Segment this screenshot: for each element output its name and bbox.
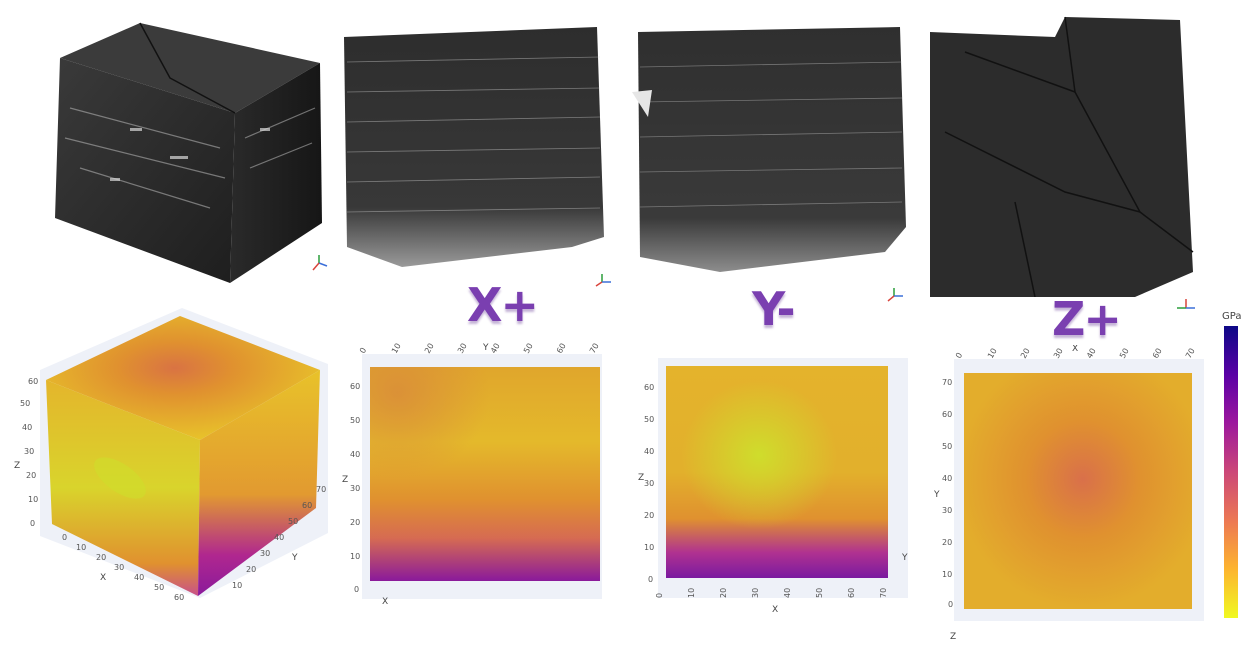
svg-text:10: 10 xyxy=(986,347,999,360)
yminus-modulus-map: 0 10 20 30 40 50 60 70 0 10 20 30 40 50 … xyxy=(636,350,911,620)
svg-text:50: 50 xyxy=(20,399,30,408)
svg-text:30: 30 xyxy=(260,549,270,558)
svg-text:X: X xyxy=(100,573,106,583)
svg-text:X: X xyxy=(772,605,778,615)
svg-text:70: 70 xyxy=(1184,347,1197,360)
svg-text:X: X xyxy=(1072,345,1078,354)
svg-text:50: 50 xyxy=(644,415,654,424)
axis-triad-icon xyxy=(884,286,904,306)
svg-text:60: 60 xyxy=(1151,347,1164,360)
svg-text:30: 30 xyxy=(456,342,469,355)
svg-text:0: 0 xyxy=(954,351,964,360)
svg-text:40: 40 xyxy=(134,573,144,582)
svg-text:20: 20 xyxy=(1019,347,1032,360)
svg-text:60: 60 xyxy=(942,410,952,419)
svg-text:50: 50 xyxy=(154,583,164,592)
svg-text:40: 40 xyxy=(783,588,792,598)
svg-text:0: 0 xyxy=(354,585,359,594)
svg-text:40: 40 xyxy=(644,447,654,456)
svg-text:30: 30 xyxy=(1052,347,1065,360)
svg-text:40: 40 xyxy=(350,450,360,459)
svg-text:10: 10 xyxy=(942,570,952,579)
svg-text:60: 60 xyxy=(174,593,184,602)
face-label-xplus: X+ xyxy=(467,278,539,332)
svg-text:Y: Y xyxy=(291,553,298,563)
svg-text:30: 30 xyxy=(751,588,760,598)
svg-text:60: 60 xyxy=(28,377,38,386)
svg-text:0: 0 xyxy=(648,575,653,584)
svg-text:Y: Y xyxy=(482,343,489,353)
svg-text:40: 40 xyxy=(489,342,502,355)
face-label-zplus: Z+ xyxy=(1052,292,1122,346)
svg-text:10: 10 xyxy=(76,543,86,552)
svg-text:Z: Z xyxy=(638,473,644,483)
svg-text:60: 60 xyxy=(555,342,568,355)
axis-triad-icon xyxy=(1176,298,1196,318)
axis-triad-icon xyxy=(592,272,612,292)
svg-text:30: 30 xyxy=(114,563,124,572)
rock-zplus-face xyxy=(925,12,1200,297)
svg-text:60: 60 xyxy=(847,588,856,598)
svg-text:0: 0 xyxy=(358,346,368,355)
axis-triad-icon xyxy=(310,254,328,272)
svg-text:30: 30 xyxy=(24,447,34,456)
svg-text:10: 10 xyxy=(232,581,242,590)
xplus-modulus-map: 0 10 20 30 40 50 60 70 0 10 20 30 40 50 … xyxy=(340,342,610,617)
rock-3d-render xyxy=(50,18,330,288)
svg-text:50: 50 xyxy=(288,517,298,526)
svg-text:50: 50 xyxy=(942,442,952,451)
svg-text:0: 0 xyxy=(948,600,953,609)
svg-text:40: 40 xyxy=(942,474,952,483)
svg-text:70: 70 xyxy=(942,378,952,387)
svg-text:40: 40 xyxy=(1085,347,1098,360)
colorbar-unit: GPa xyxy=(1222,311,1242,322)
svg-text:50: 50 xyxy=(350,416,360,425)
svg-text:70: 70 xyxy=(316,485,326,494)
svg-text:20: 20 xyxy=(942,538,952,547)
svg-text:20: 20 xyxy=(644,511,654,520)
svg-text:30: 30 xyxy=(942,506,952,515)
svg-text:Z: Z xyxy=(14,461,20,471)
svg-text:70: 70 xyxy=(588,342,601,355)
svg-text:X: X xyxy=(382,597,388,607)
svg-text:30: 30 xyxy=(644,479,654,488)
svg-text:10: 10 xyxy=(644,543,654,552)
svg-text:50: 50 xyxy=(815,588,824,598)
svg-text:60: 60 xyxy=(644,383,654,392)
svg-text:20: 20 xyxy=(96,553,106,562)
svg-text:20: 20 xyxy=(26,471,36,480)
svg-text:60: 60 xyxy=(302,501,312,510)
svg-text:20: 20 xyxy=(719,588,728,598)
svg-text:20: 20 xyxy=(246,565,256,574)
svg-text:10: 10 xyxy=(390,342,403,355)
svg-text:40: 40 xyxy=(274,533,284,542)
colorbar xyxy=(1224,326,1238,618)
svg-text:0: 0 xyxy=(30,519,35,528)
svg-text:10: 10 xyxy=(350,552,360,561)
svg-text:50: 50 xyxy=(522,342,535,355)
svg-text:Y: Y xyxy=(901,553,908,563)
iso-cube-plot: 0 10 20 30 40 50 60 0 10 20 30 40 50 60 … xyxy=(10,308,340,608)
svg-text:10: 10 xyxy=(687,588,696,598)
svg-text:30: 30 xyxy=(350,484,360,493)
face-label-yminus: Y- xyxy=(752,282,796,336)
svg-text:Z: Z xyxy=(950,632,956,642)
svg-text:0: 0 xyxy=(62,533,67,542)
svg-text:50: 50 xyxy=(1118,347,1131,360)
svg-text:Z: Z xyxy=(342,475,348,485)
svg-text:60: 60 xyxy=(350,382,360,391)
rock-yminus-face xyxy=(630,22,908,277)
svg-text:10: 10 xyxy=(28,495,38,504)
svg-text:40: 40 xyxy=(22,423,32,432)
svg-text:Y: Y xyxy=(933,490,940,500)
svg-text:0: 0 xyxy=(655,593,664,598)
zplus-modulus-map: 0 10 20 30 40 50 60 70 0 10 20 30 40 50 … xyxy=(930,344,1210,643)
rock-xplus-face xyxy=(342,22,604,270)
svg-text:20: 20 xyxy=(350,518,360,527)
svg-text:70: 70 xyxy=(879,588,888,598)
svg-text:20: 20 xyxy=(423,342,436,355)
